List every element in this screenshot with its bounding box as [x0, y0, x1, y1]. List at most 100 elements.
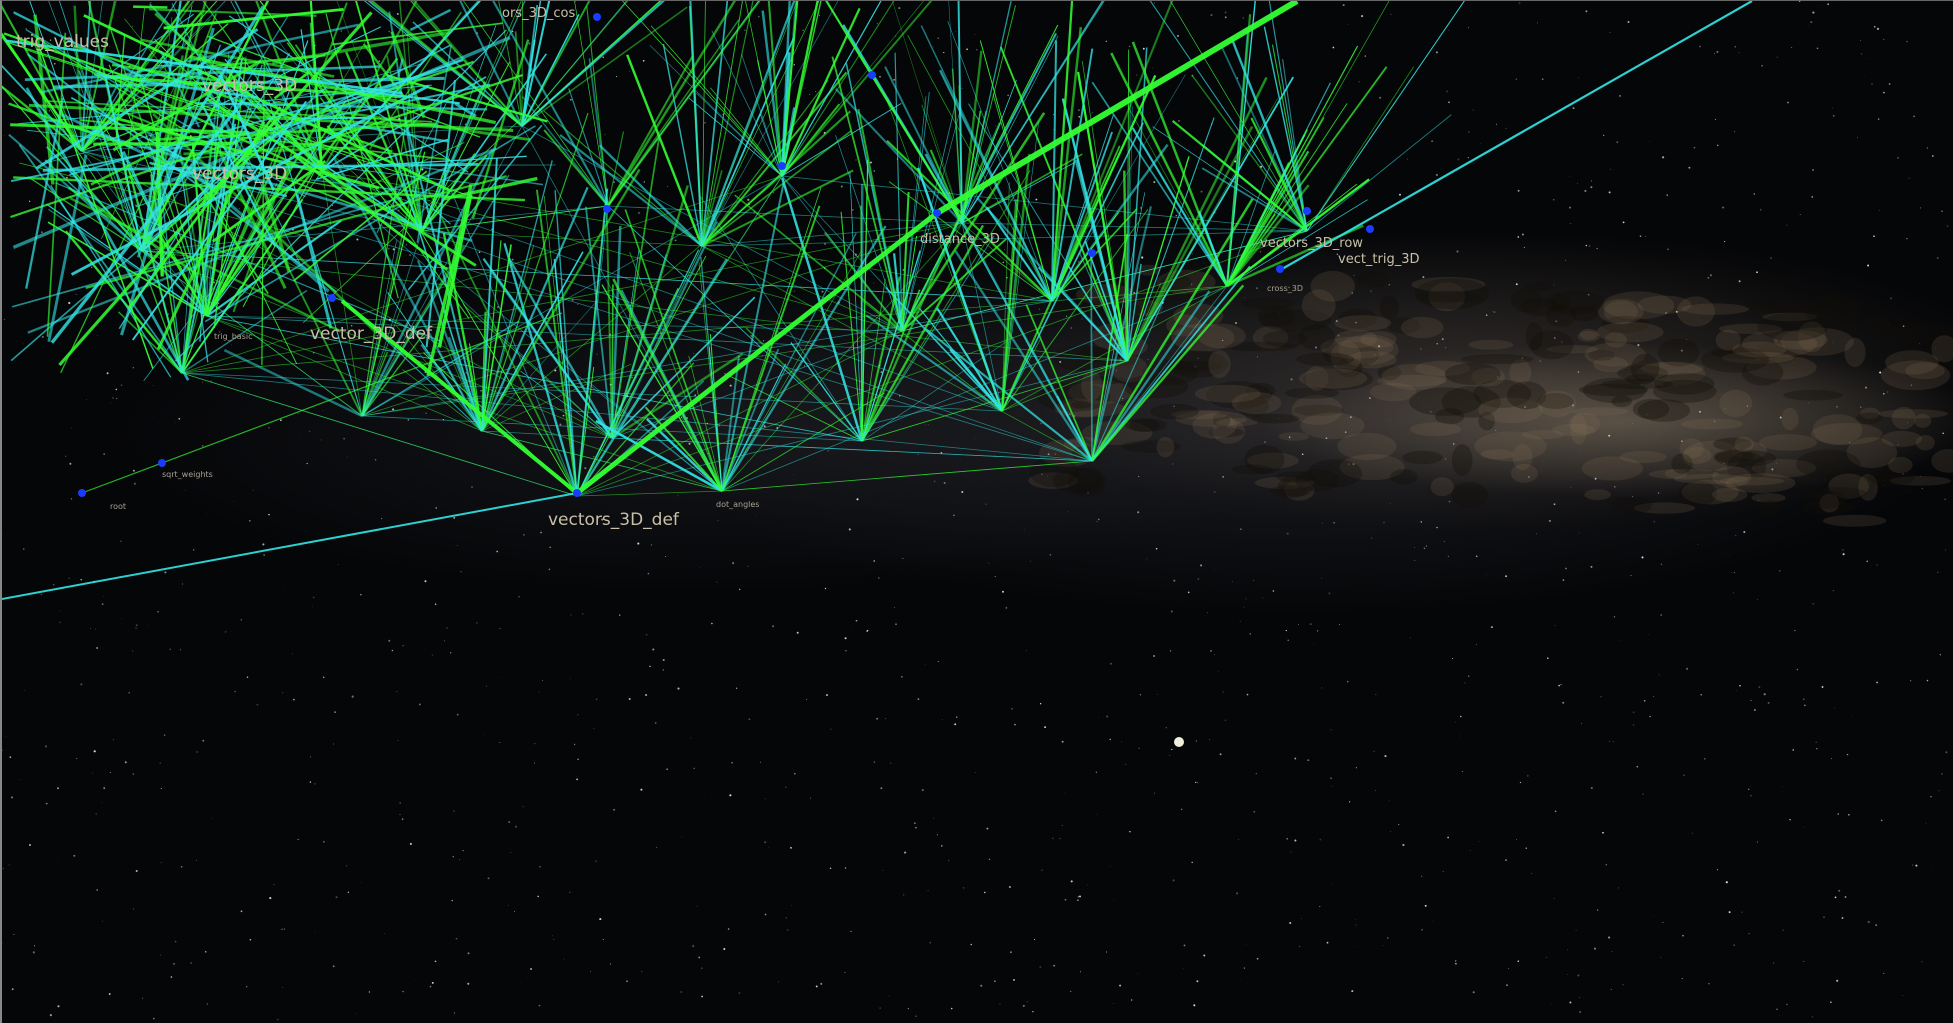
graph-edge: [985, 206, 1053, 302]
graph-node[interactable]: [593, 13, 601, 21]
star: [1079, 971, 1082, 973]
star: [693, 767, 695, 769]
graph-edge: [781, 1, 895, 177]
star: [1460, 715, 1462, 718]
graph-node[interactable]: [78, 489, 86, 497]
galaxy-dust: [1260, 309, 1332, 332]
star: [1649, 140, 1651, 142]
star: [1178, 119, 1180, 122]
graph-edge: [701, 245, 903, 332]
star: [309, 756, 311, 758]
node-label-vect-trig-3d[interactable]: vect_trig_3D: [1338, 252, 1420, 267]
graph-node[interactable]: [1303, 207, 1311, 215]
star: [175, 422, 176, 423]
star: [1196, 781, 1199, 784]
star: [1838, 889, 1841, 892]
node-label-root[interactable]: root: [110, 502, 126, 511]
star: [1941, 210, 1943, 212]
star: [282, 692, 284, 694]
node-label-cross-3d[interactable]: cross_3D: [1267, 284, 1303, 293]
node-label-vectors-3d-a[interactable]: vectors_3D: [192, 164, 287, 184]
star: [1567, 974, 1568, 975]
star: [873, 560, 875, 562]
graph-edge: [481, 298, 600, 432]
graph-node[interactable]: [778, 162, 786, 170]
node-label-trig-basic[interactable]: trig_basic: [214, 332, 253, 341]
star: [152, 385, 154, 386]
star: [1562, 701, 1565, 704]
star: [421, 168, 424, 171]
node-label-dot-angles[interactable]: dot_angles: [716, 500, 759, 509]
star: [1137, 973, 1139, 975]
star: [940, 452, 943, 454]
graph-node[interactable]: [158, 459, 166, 467]
graph-edge: [58, 11, 373, 367]
star: [640, 788, 643, 791]
star: [786, 929, 789, 932]
star: [102, 596, 104, 597]
star: [1351, 292, 1354, 294]
star: [1756, 841, 1758, 843]
node-label-vectors-3d-cos[interactable]: ors_3D_cos: [502, 6, 575, 21]
galaxy-dust: [1298, 368, 1368, 389]
node-label-trig-values[interactable]: trig_values: [16, 32, 109, 52]
graph-edge: [607, 205, 963, 224]
star: [128, 691, 131, 694]
graph-node[interactable]: [868, 71, 876, 79]
node-label-vectors-3d-row[interactable]: vectors_3D_row: [1260, 236, 1363, 251]
star: [345, 865, 348, 867]
graph-node[interactable]: [1088, 249, 1096, 257]
star: [1506, 984, 1508, 986]
graph-node[interactable]: [328, 294, 336, 302]
star: [928, 424, 929, 426]
star: [132, 367, 134, 369]
graph-node[interactable]: [1366, 225, 1374, 233]
star: [803, 365, 805, 367]
star: [1222, 691, 1224, 693]
star: [1180, 808, 1183, 811]
graph-edge: [421, 205, 609, 232]
star: [907, 1008, 909, 1010]
galaxy-dust: [1247, 452, 1299, 469]
node-label-vector-3d-def-mid[interactable]: vector_3D_def: [310, 324, 433, 344]
galaxy-dust: [1757, 312, 1829, 341]
graph-edge: [292, 154, 449, 271]
star: [1851, 716, 1853, 718]
star: [953, 514, 955, 516]
star: [1636, 765, 1639, 768]
star: [2, 867, 4, 870]
graph-node[interactable]: [933, 209, 941, 217]
star: [1358, 81, 1360, 83]
star: [452, 856, 454, 858]
graph-edge: [1126, 98, 1278, 362]
graph-node[interactable]: [603, 205, 611, 213]
galaxy-dust: [1822, 514, 1887, 527]
galaxy-dust: [1284, 387, 1340, 399]
graph-node[interactable]: [1276, 265, 1284, 273]
graph-edge: [481, 112, 589, 432]
galaxy-dust: [1510, 463, 1538, 483]
node-label-vectors-3d-b[interactable]: vectors_3D: [202, 76, 297, 96]
star: [1812, 602, 1815, 605]
node-label-distance-3d[interactable]: distance_3D: [920, 232, 1000, 247]
star: [297, 838, 299, 841]
star: [67, 144, 68, 146]
graph-edge: [626, 54, 704, 247]
node-label-vectors-3d-def[interactable]: vectors_3D_def: [548, 510, 680, 530]
node-label-sqrt-weights[interactable]: sqrt_weights: [162, 470, 213, 479]
star: [1175, 214, 1178, 217]
star: [1782, 929, 1784, 931]
graph-nodes: [78, 13, 1374, 497]
star: [1647, 634, 1649, 635]
star: [1733, 572, 1735, 574]
star: [277, 330, 280, 333]
graph-edge: [781, 103, 902, 177]
star: [103, 453, 105, 455]
graph-node[interactable]: [573, 489, 581, 497]
star: [1591, 180, 1593, 182]
star: [1939, 654, 1941, 656]
star: [445, 279, 448, 282]
galaxy-dust: [1451, 482, 1488, 509]
